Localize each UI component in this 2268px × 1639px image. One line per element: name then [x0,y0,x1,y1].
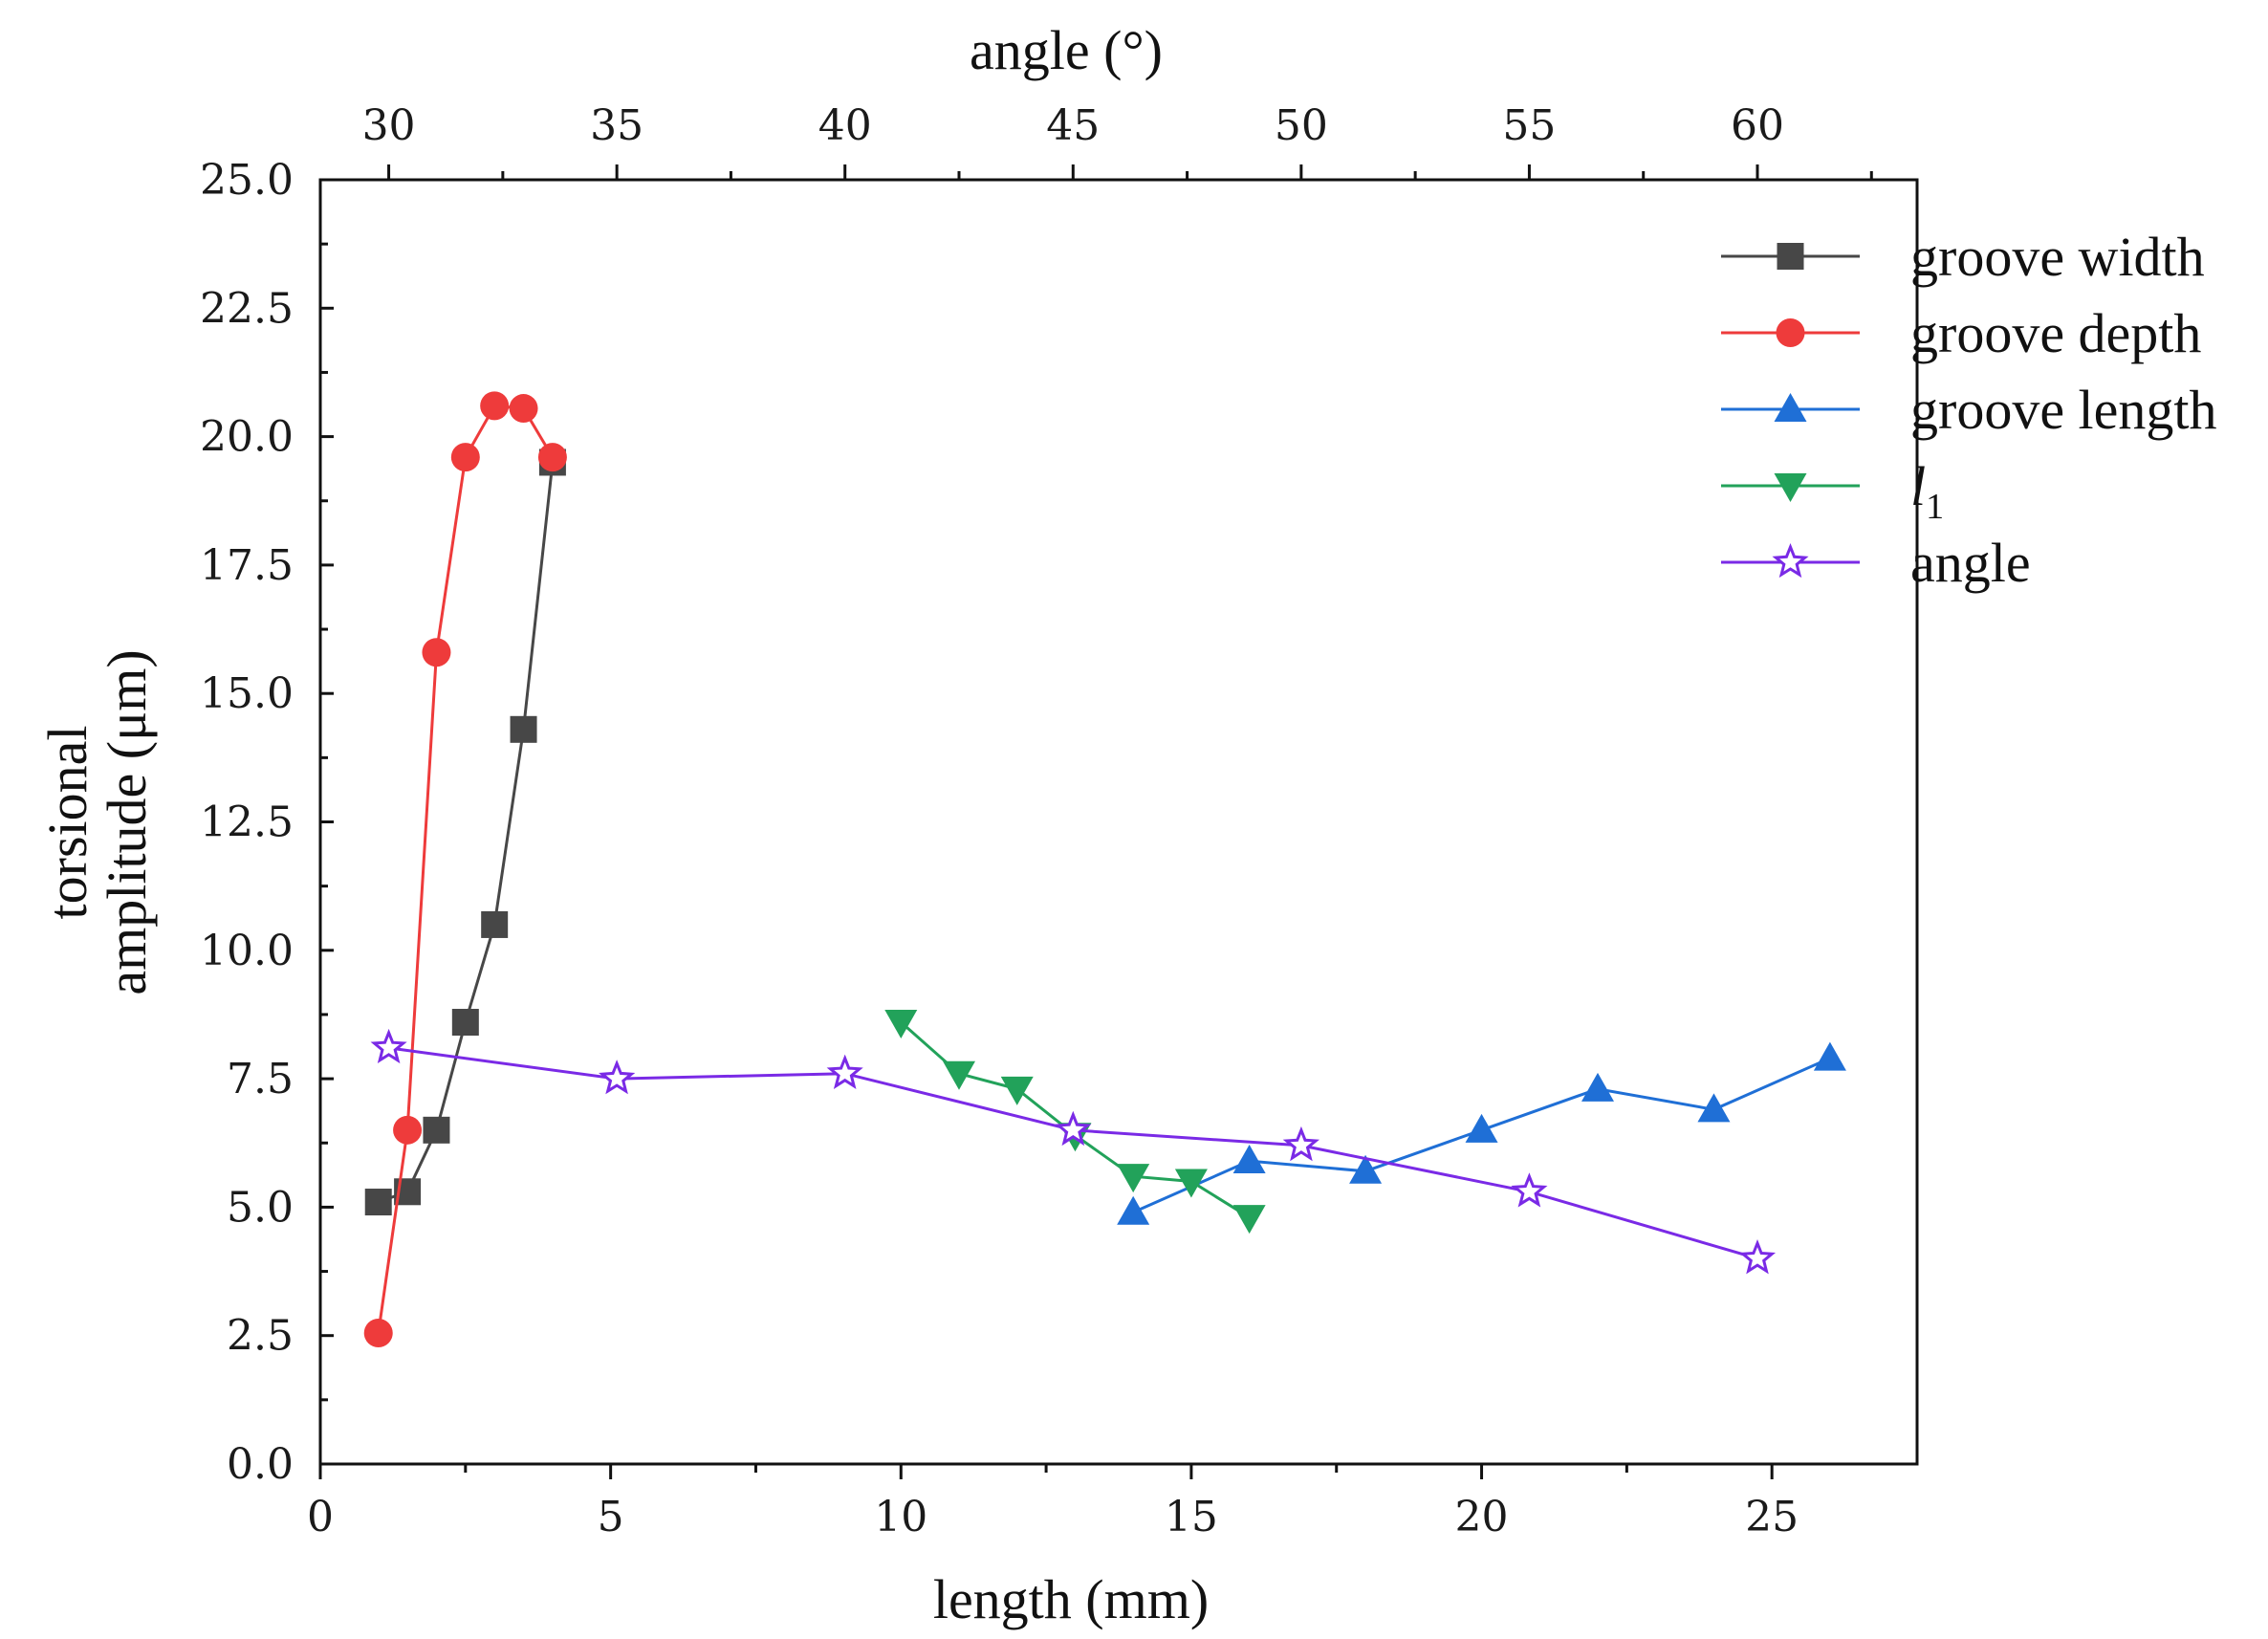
data-point-l1 [1117,1164,1150,1193]
legend-label: angle [1910,532,2031,594]
data-point-groove-width [451,1009,479,1037]
x-tick-label: 20 [1455,1493,1509,1541]
data-point-groove-depth [393,1115,423,1145]
legend-label: groove width [1910,226,2205,288]
data-point-groove-depth [422,638,451,667]
x2-tick-label: 40 [818,101,872,150]
data-point-angle [1282,1125,1319,1162]
data-point-groove-width [364,1189,392,1216]
data-point-groove-depth [450,443,480,472]
x2-tick-label: 55 [1502,101,1556,150]
data-point-groove-length [1117,1195,1150,1225]
data-point-groove-length [1232,1145,1266,1174]
legend-item-groove-depth: groove depth [1721,302,2201,364]
data-point-groove-length [1813,1041,1846,1071]
data-point-l1 [1232,1205,1266,1235]
x-tick-label: 15 [1165,1493,1218,1541]
y-tick-label: 12.5 [200,798,294,847]
x-tick-label: 10 [874,1493,927,1541]
x-axis-title: length (mm) [933,1568,1209,1630]
x2-tick-label: 35 [590,101,643,150]
legend-item-l1: l1 [1721,455,1944,527]
y-tick-label: 2.5 [227,1312,294,1361]
legend-label: l1 [1910,455,1944,527]
legend-marker [1774,473,1807,502]
legend-marker [1772,542,1809,579]
series-groove-depth [363,391,567,1348]
data-point-groove-depth [363,1319,393,1348]
data-point-groove-length [1465,1113,1498,1143]
axes [318,178,1919,1466]
x-tick-label: 25 [1745,1493,1799,1541]
legend-marker [1777,243,1804,270]
x2-tick-label: 30 [362,101,416,150]
y-axis-title-line-1: torsional [36,726,98,920]
data-point-groove-width [510,715,537,743]
series-line-groove-width [378,462,555,1204]
data-point-groove-length [1581,1072,1614,1102]
y-tick-label: 15.0 [200,669,294,718]
series-angle [370,1028,1777,1275]
plot-frame [318,178,1919,1466]
y-tick-label: 20.0 [200,413,294,462]
x-tick-label: 0 [307,1493,334,1541]
data-point-groove-length [1349,1154,1383,1184]
x-tick-label: 5 [598,1493,624,1541]
data-point-angle [826,1054,863,1090]
y-tick-label: 17.5 [200,541,294,590]
data-point-l1 [884,1010,918,1039]
x2-tick-label: 50 [1275,101,1328,150]
legend-label: groove length [1910,379,2217,441]
y-tick-label: 25.0 [200,156,294,205]
data-point-groove-length [1697,1093,1731,1123]
data-point-groove-width [423,1116,450,1144]
data-point-groove-width [481,910,509,938]
legend-label: groove depth [1910,302,2201,364]
series-groove-length [1117,1041,1846,1225]
legend: groove width groove depth groove length l1a… [1721,226,2217,594]
y-axis-title: torsional amplitude (μm) [36,649,158,994]
y-tick-label: 7.5 [227,1055,294,1104]
data-point-angle [599,1060,636,1095]
data-point-l1 [1174,1169,1208,1198]
y-tick-label: 22.5 [200,284,294,333]
y-axis-title-line-2: amplitude (μm) [96,649,158,994]
legend-marker [1774,393,1807,422]
y-tick-label: 0.0 [227,1440,294,1489]
series-layer [363,391,1846,1348]
ticks: 0.0 2.5 5.0 7.5 10.0 12.5 15.0 17.5 20.0 22.5 25.0… [200,101,1873,1541]
data-point-angle [1055,1110,1092,1147]
data-point-groove-depth [537,443,567,472]
data-point-l1 [1000,1076,1034,1105]
legend-item-groove-width: groove width [1721,226,2205,288]
data-point-l1 [943,1060,975,1090]
legend-item-groove-length: groove length [1721,379,2217,441]
data-point-groove-depth [480,391,510,421]
series-line-angle [388,1046,1758,1260]
y-tick-label: 10.0 [200,927,294,975]
x2-tick-label: 60 [1731,101,1784,150]
legend-marker [1776,318,1805,347]
x2-tick-label: 45 [1046,101,1100,150]
data-point-angle [1738,1239,1777,1275]
data-point-angle [1511,1172,1548,1208]
data-point-groove-depth [509,394,538,424]
data-point-angle [370,1028,407,1064]
x2-axis-title: angle (°) [970,19,1163,81]
legend-item-angle: angle [1721,532,2031,594]
y-tick-label: 5.0 [227,1183,294,1232]
series-groove-width [364,448,566,1216]
